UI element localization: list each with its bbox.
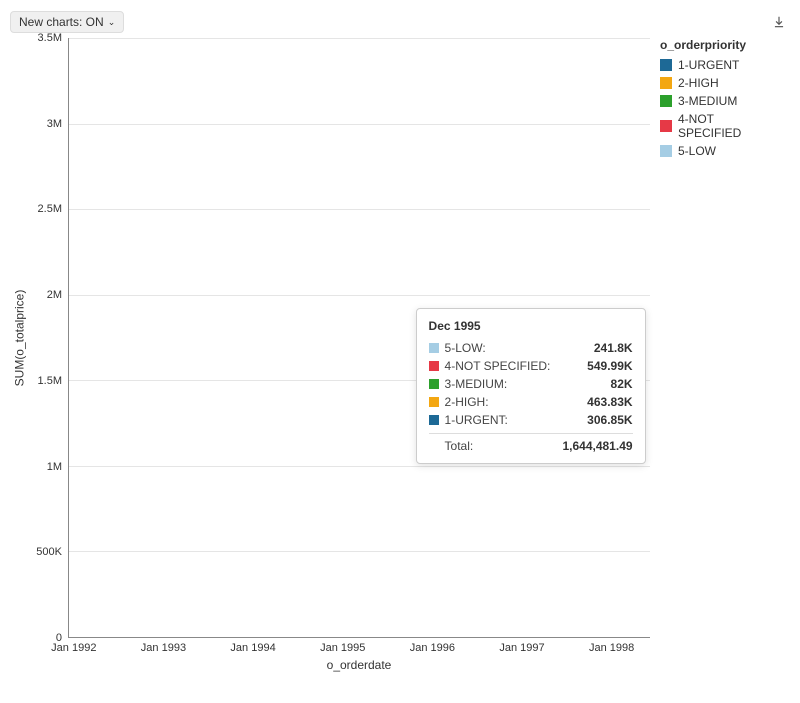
- y-tick: 2M: [47, 289, 62, 301]
- legend-swatch: [660, 77, 672, 89]
- legend: o_orderpriority 1-URGENT 2-HIGH 3-MEDIUM 4-…: [650, 38, 780, 678]
- tooltip-title: Dec 1995: [429, 319, 633, 333]
- tooltip-row: 4-NOT SPECIFIED:549.99K: [429, 357, 633, 375]
- x-tick: Jan 1998: [589, 642, 634, 654]
- chart-topbar: New charts: ON ⌄: [10, 10, 790, 38]
- legend-swatch: [660, 145, 672, 157]
- tooltip-swatch: [429, 415, 439, 425]
- tooltip-total-label: Total:: [429, 439, 563, 453]
- tooltip-row: 5-LOW:241.8K: [429, 339, 633, 357]
- x-axis: Jan 1992Jan 1993Jan 1994Jan 1995Jan 1996…: [68, 638, 650, 678]
- y-tick: 2.5M: [38, 203, 62, 215]
- legend-item[interactable]: 2-HIGH: [660, 74, 780, 92]
- tooltip-swatch: [429, 361, 439, 371]
- legend-items: 1-URGENT 2-HIGH 3-MEDIUM 4-NOT SPECIFIED 5-L…: [660, 56, 780, 160]
- chart-tooltip: Dec 1995 5-LOW:241.8K4-NOT SPECIFIED:549…: [416, 308, 646, 464]
- chart-main: SUM(o_totalprice) 0500K1M1.5M2M2.5M3M3.5…: [10, 38, 790, 678]
- download-icon[interactable]: [772, 15, 786, 29]
- tooltip-swatch: [429, 379, 439, 389]
- legend-title: o_orderpriority: [660, 38, 780, 52]
- legend-item[interactable]: 3-MEDIUM: [660, 92, 780, 110]
- x-tick: Jan 1994: [230, 642, 275, 654]
- tooltip-series-value: 241.8K: [594, 341, 633, 355]
- y-tick: 1.5M: [38, 375, 62, 387]
- new-charts-toggle-label: New charts: ON: [19, 15, 104, 29]
- x-tick: Jan 1992: [51, 642, 96, 654]
- y-tick: 3.5M: [38, 32, 62, 44]
- legend-label: 5-LOW: [678, 144, 716, 158]
- tooltip-swatch: [429, 397, 439, 407]
- y-tick: 500K: [36, 546, 62, 558]
- legend-swatch: [660, 120, 672, 132]
- legend-swatch: [660, 95, 672, 107]
- tooltip-series-label: 4-NOT SPECIFIED:: [445, 359, 588, 373]
- y-tick: 3M: [47, 118, 62, 130]
- y-tick: 1M: [47, 461, 62, 473]
- x-axis-ticks: Jan 1992Jan 1993Jan 1994Jan 1995Jan 1996…: [68, 638, 650, 656]
- tooltip-series-value: 549.99K: [587, 359, 632, 373]
- x-tick: Jan 1996: [410, 642, 455, 654]
- new-charts-toggle[interactable]: New charts: ON ⌄: [10, 11, 124, 33]
- tooltip-rows: 5-LOW:241.8K4-NOT SPECIFIED:549.99K3-MED…: [429, 339, 633, 429]
- tooltip-series-label: 3-MEDIUM:: [445, 377, 611, 391]
- tooltip-series-label: 1-URGENT:: [445, 413, 588, 427]
- tooltip-series-value: 463.83K: [587, 395, 632, 409]
- tooltip-row: 3-MEDIUM:82K: [429, 375, 633, 393]
- tooltip-series-label: 5-LOW:: [445, 341, 594, 355]
- legend-item[interactable]: 1-URGENT: [660, 56, 780, 74]
- legend-label: 4-NOT SPECIFIED: [678, 112, 780, 140]
- legend-label: 2-HIGH: [678, 76, 719, 90]
- chevron-down-icon: ⌄: [108, 17, 116, 28]
- tooltip-total-value: 1,644,481.49: [562, 439, 632, 453]
- x-tick: Jan 1995: [320, 642, 365, 654]
- tooltip-series-label: 2-HIGH:: [445, 395, 588, 409]
- legend-swatch: [660, 59, 672, 71]
- y-axis-label-container: SUM(o_totalprice): [10, 38, 28, 638]
- tooltip-series-value: 82K: [611, 377, 633, 391]
- tooltip-series-value: 306.85K: [587, 413, 632, 427]
- legend-label: 1-URGENT: [678, 58, 739, 72]
- tooltip-swatch: [429, 343, 439, 353]
- legend-item[interactable]: 5-LOW: [660, 142, 780, 160]
- x-tick: Jan 1993: [141, 642, 186, 654]
- x-tick: Jan 1997: [499, 642, 544, 654]
- tooltip-row: 2-HIGH:463.83K: [429, 393, 633, 411]
- legend-label: 3-MEDIUM: [678, 94, 737, 108]
- x-axis-label: o_orderdate: [68, 656, 650, 672]
- y-axis-ticks: 0500K1M1.5M2M2.5M3M3.5M: [28, 38, 68, 638]
- y-axis-label: SUM(o_totalprice): [12, 290, 26, 387]
- tooltip-total-row: Total: 1,644,481.49: [429, 433, 633, 453]
- tooltip-row: 1-URGENT:306.85K: [429, 411, 633, 429]
- legend-item[interactable]: 4-NOT SPECIFIED: [660, 110, 780, 142]
- chart-container: New charts: ON ⌄ SUM(o_totalprice) 0500K…: [10, 10, 790, 693]
